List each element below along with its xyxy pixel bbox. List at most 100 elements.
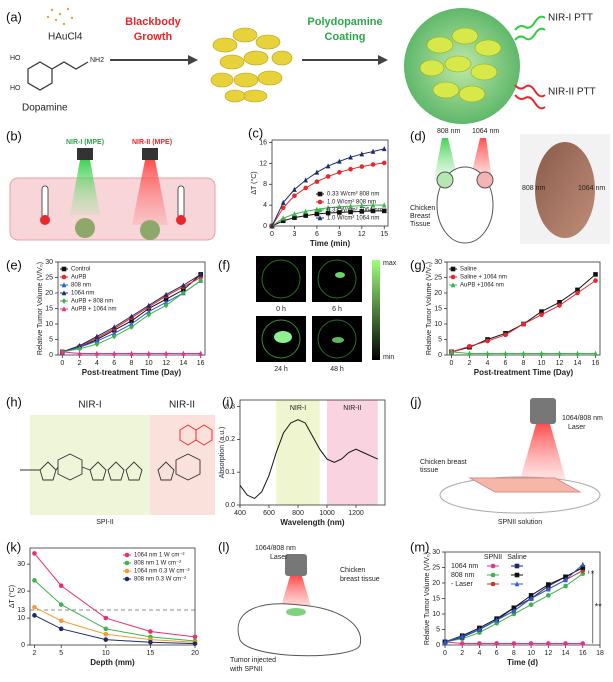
laser-label: NIR-II (MPE) xyxy=(132,139,172,146)
marker xyxy=(514,581,520,587)
mouse-photo xyxy=(535,142,595,238)
time-label: 6 h xyxy=(332,306,342,313)
marker xyxy=(490,563,496,569)
panel-label: (h) xyxy=(6,394,22,409)
x-tick-label: 12 xyxy=(556,360,564,367)
marker xyxy=(280,205,286,211)
marker xyxy=(181,287,186,293)
y-tick-label: 0 xyxy=(438,352,442,359)
arrow-head xyxy=(188,55,198,65)
thermometer xyxy=(41,185,49,219)
x-tick-label: 1000 xyxy=(319,510,335,517)
marker xyxy=(539,312,544,318)
tumor xyxy=(286,608,306,616)
x-tick-label: 600 xyxy=(263,510,275,517)
marker xyxy=(575,290,580,296)
marker xyxy=(450,266,456,272)
marker xyxy=(163,291,169,297)
marker xyxy=(528,641,534,646)
plate xyxy=(439,476,601,514)
x-tick-label: 18 xyxy=(596,650,604,657)
block-label: NIR-I xyxy=(78,400,101,411)
marker xyxy=(314,211,320,217)
marker xyxy=(511,641,517,646)
marker xyxy=(303,177,308,183)
y-tick-label: 5 xyxy=(49,336,53,343)
legend-label: 1.0 W/cm² 808 nm xyxy=(327,200,376,206)
chart: (e) 0 2 4 6 8 10 12 14 16 0 5 10 15 20 25 30 Post-treatme… xyxy=(6,257,206,377)
x-tick-label: 6 xyxy=(315,231,319,238)
marker xyxy=(146,308,152,314)
marker xyxy=(370,148,376,154)
panel-j: (j) 1064/808 nm Laser Chicken breast tis… xyxy=(410,394,603,525)
marker xyxy=(490,572,496,578)
marker xyxy=(124,576,130,582)
marker xyxy=(103,615,109,621)
block-label: NIR-II xyxy=(169,400,195,411)
marker xyxy=(490,581,496,587)
x-tick-label: 6 xyxy=(112,360,116,367)
marker xyxy=(77,342,82,348)
legend-label: AuPB +1064 nm xyxy=(460,283,504,289)
marker xyxy=(198,277,203,284)
marker xyxy=(546,582,551,587)
annotation: ** xyxy=(595,601,603,611)
photo-label: 808 nm xyxy=(522,185,546,192)
marker xyxy=(546,586,551,592)
marker xyxy=(103,626,109,632)
y-axis-label: Relative Tumor Volume (V/V₀) xyxy=(426,262,433,355)
colorbar xyxy=(372,260,380,360)
y-tick-label: 30 xyxy=(434,259,442,266)
panel-label: (e) xyxy=(6,257,22,272)
y-tick-label: 10 xyxy=(432,611,440,618)
x-tick-label: 2 xyxy=(78,360,82,367)
marker xyxy=(61,274,67,280)
marker xyxy=(94,341,100,347)
x-tick-label: 5 xyxy=(59,650,63,657)
x-tick-label: 10 xyxy=(145,360,153,367)
y-tick-label: 5 xyxy=(438,336,442,343)
y-tick-label: 20 xyxy=(434,290,442,297)
block xyxy=(150,415,215,515)
x-tick-label: 15 xyxy=(147,650,155,657)
marker xyxy=(546,593,551,598)
marker xyxy=(370,202,376,208)
y-tick-label: 0.0 xyxy=(225,502,235,509)
marker xyxy=(198,271,203,277)
reference-label: 13 xyxy=(17,607,25,614)
marker xyxy=(32,613,37,618)
x-tick-label: 8 xyxy=(522,360,526,367)
gold-cluster xyxy=(210,27,293,103)
legend-label: 1064 nm 1 W cm⁻² xyxy=(134,553,185,559)
tumor xyxy=(75,218,95,238)
x-axis-label: Post-treatment Time (Day) xyxy=(82,368,182,377)
marker xyxy=(163,296,169,302)
legend-label: 808 nm 0.3 W cm⁻² xyxy=(134,577,186,583)
marker xyxy=(280,218,286,224)
legend-label: 1064 nm xyxy=(451,563,478,570)
panel-label: (i) xyxy=(222,394,234,409)
beam xyxy=(434,138,458,180)
tumor-label: Tumor injected xyxy=(230,657,276,664)
image xyxy=(256,256,306,302)
legend-label: Saline + 1064 nm xyxy=(460,275,507,281)
y-tick-label: 16 xyxy=(259,139,267,146)
chain xyxy=(51,61,89,70)
marker xyxy=(111,333,117,340)
marker xyxy=(348,154,353,160)
y-tick-label: 0.1 xyxy=(225,469,235,476)
x-tick-label: 2 xyxy=(468,360,472,367)
legend-label: - Laser xyxy=(451,581,473,588)
output: NIR-II PTT xyxy=(548,87,596,98)
y-tick-label: 25 xyxy=(432,564,440,571)
laser xyxy=(530,398,556,424)
marker xyxy=(292,215,297,220)
beam xyxy=(280,576,312,610)
y-tick-label: 20 xyxy=(432,580,440,587)
marker xyxy=(563,641,568,646)
y-tick-label: 20 xyxy=(45,290,53,297)
marker xyxy=(593,350,598,356)
marker xyxy=(32,551,37,556)
marker xyxy=(485,350,490,356)
arrow-head xyxy=(378,55,388,65)
